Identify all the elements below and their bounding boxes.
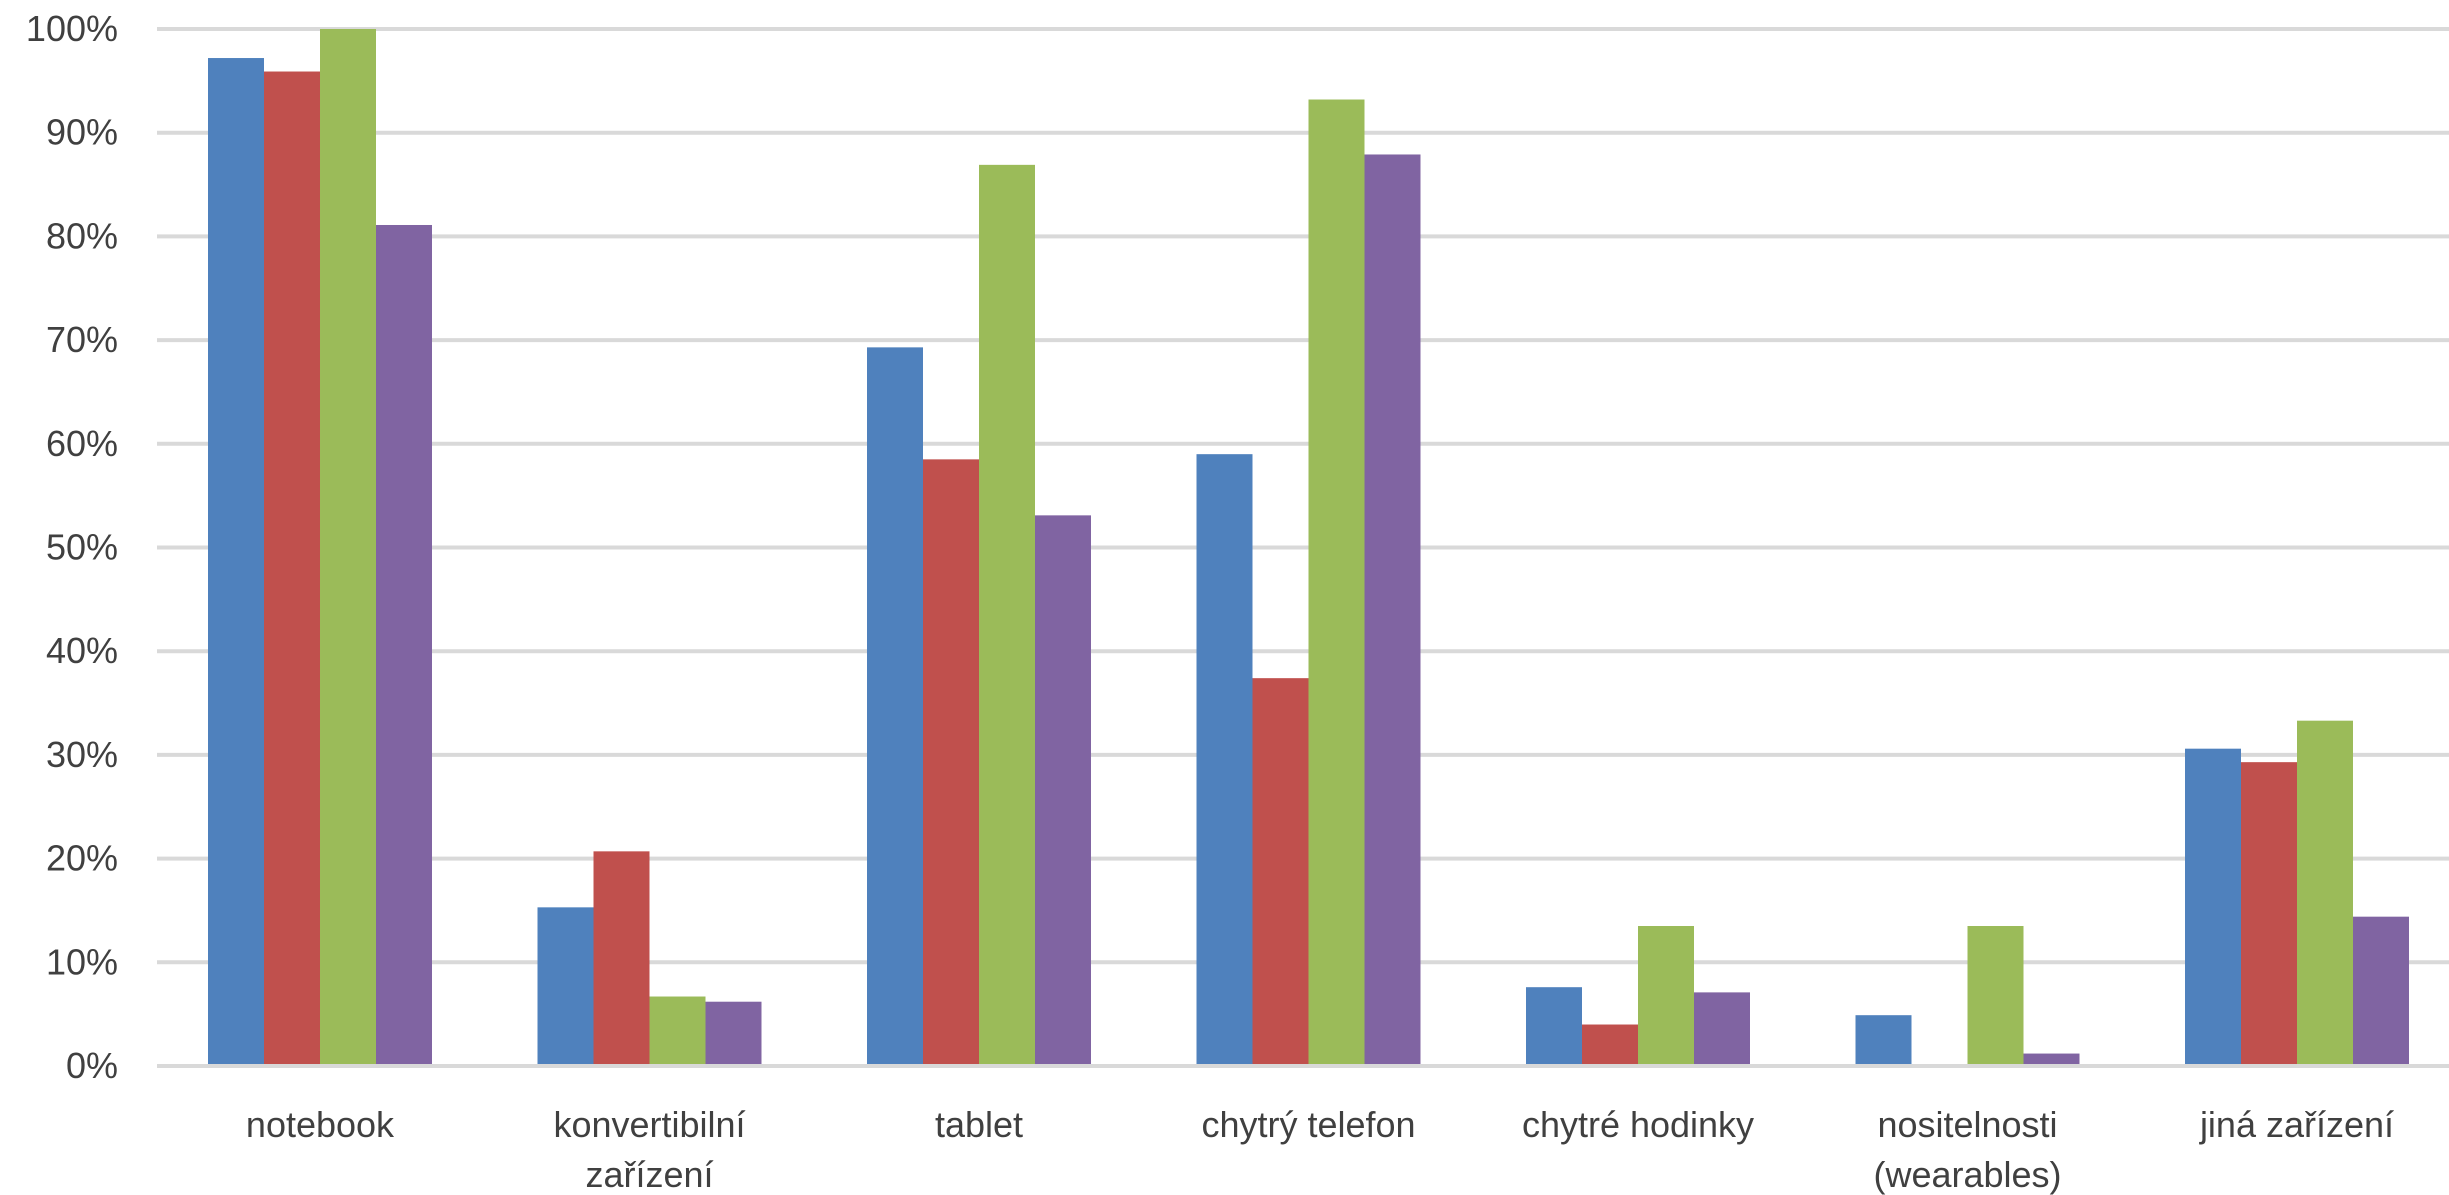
bar <box>705 1001 762 1066</box>
x-category-label: chytrý telefon <box>1201 1104 1415 1145</box>
bar <box>320 29 376 1066</box>
x-category-label-line: tablet <box>935 1104 1023 1145</box>
x-category-label: notebook <box>246 1104 395 1145</box>
y-tick-label: 60% <box>46 423 118 464</box>
x-category-label-line: chytrý telefon <box>1201 1104 1415 1145</box>
y-tick-label: 30% <box>46 734 118 775</box>
bar <box>264 71 320 1067</box>
bar <box>376 224 432 1067</box>
bar <box>2241 762 2297 1066</box>
bar <box>1196 454 1253 1066</box>
bar <box>1582 1024 1638 1066</box>
bar <box>208 58 264 1066</box>
x-category-label: chytré hodinky <box>1522 1104 1754 1145</box>
bar <box>1364 154 1421 1067</box>
y-tick-label: 40% <box>46 630 118 671</box>
bar <box>923 459 979 1067</box>
bar <box>1252 678 1309 1066</box>
bar <box>2023 1053 2080 1066</box>
y-tick-label: 100% <box>26 8 118 49</box>
bar <box>2353 916 2409 1066</box>
x-category-label-line: nositelnosti <box>1877 1104 2057 1145</box>
y-tick-label: 20% <box>46 838 118 879</box>
bar <box>1638 926 1694 1066</box>
x-category-label: jiná zařízení <box>2199 1104 2394 1145</box>
y-tick-label: 50% <box>46 527 118 568</box>
bar <box>1694 992 1750 1066</box>
x-category-label-line: notebook <box>246 1104 395 1145</box>
bar <box>1035 515 1091 1066</box>
bar <box>1308 99 1365 1067</box>
x-axis-category-labels: notebook konvertibilní zařízení tablet chytr… <box>246 1104 2394 1195</box>
bar <box>593 851 650 1066</box>
bar <box>1526 987 1582 1066</box>
x-category-label-line: zařízení <box>585 1154 713 1195</box>
y-tick-label: 10% <box>46 941 118 982</box>
y-axis-tick-labels: 0% 10% 20% 30% 40% 50% 60% 70% 80% 90% 100% <box>26 8 118 1086</box>
x-category-label-line: jiná zařízení <box>2199 1104 2394 1145</box>
x-category-label: konvertibilní zařízení <box>553 1104 745 1195</box>
bar <box>1855 1015 1912 1066</box>
x-category-label: nositelnosti (wearables) <box>1873 1104 2061 1195</box>
bar <box>979 164 1035 1067</box>
y-tick-label: 0% <box>66 1045 118 1086</box>
y-tick-label: 90% <box>46 112 118 153</box>
x-category-label-line: konvertibilní <box>553 1104 745 1145</box>
x-category-label-line: chytré hodinky <box>1522 1104 1754 1145</box>
x-category-label-line: (wearables) <box>1873 1154 2061 1195</box>
bar <box>1967 926 2024 1066</box>
bar <box>2297 720 2353 1066</box>
bars <box>208 29 2409 1067</box>
bar <box>649 996 706 1066</box>
y-tick-label: 70% <box>46 319 118 360</box>
y-tick-label: 80% <box>46 215 118 256</box>
bar <box>537 907 594 1066</box>
gridlines <box>157 27 2449 965</box>
x-category-label: tablet <box>935 1104 1023 1145</box>
bar <box>2185 748 2241 1066</box>
bar <box>867 347 923 1066</box>
